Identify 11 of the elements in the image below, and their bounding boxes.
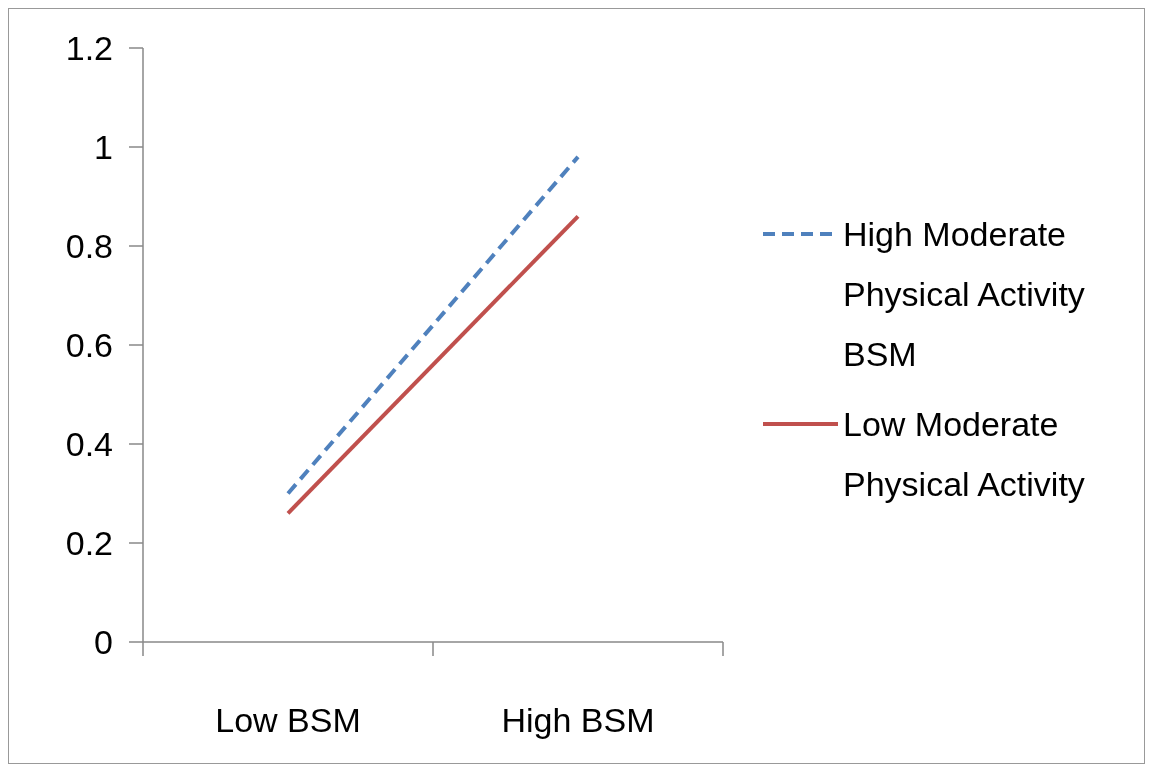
x-tick-label: High BSM [501,701,655,739]
y-tick-label: 0.8 [65,226,113,265]
legend-label: High Moderate Physical Activity BSM [843,215,1085,373]
y-tick-label: 0.2 [65,523,113,562]
y-tick-label: 0.6 [65,325,113,364]
y-tick-label: 0.4 [65,424,113,463]
y-tick-label: 1 [94,127,113,166]
x-tick-label: Low BSM [215,701,361,739]
y-tick-label: 0 [94,622,113,661]
y-tick-label: 1.2 [65,28,113,67]
legend-label: Low Moderate Physical Activity [843,405,1085,503]
